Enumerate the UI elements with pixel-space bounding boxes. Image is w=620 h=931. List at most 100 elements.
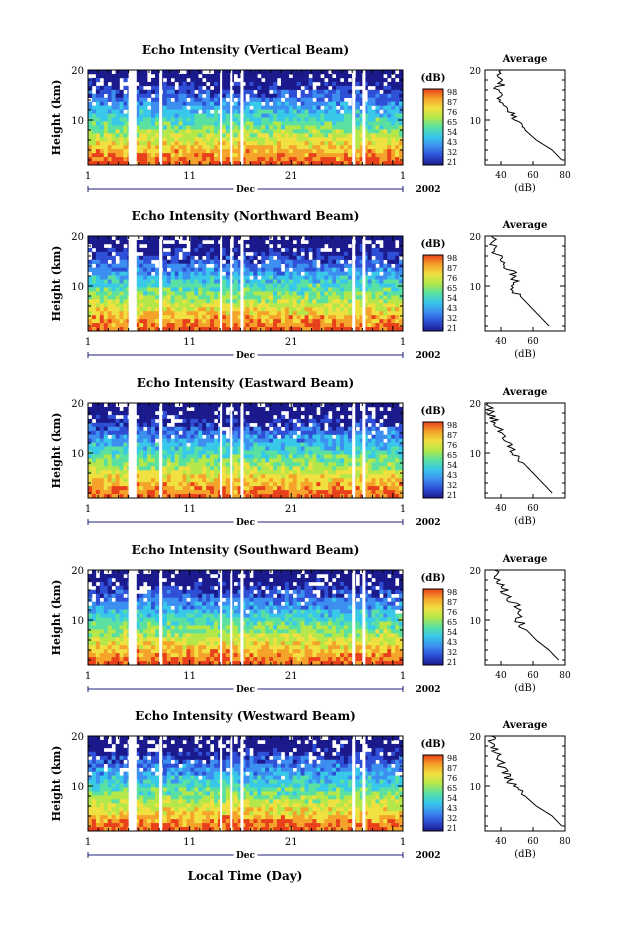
heatmap-cell — [324, 291, 329, 296]
heatmap-cell — [249, 129, 254, 134]
heatmap-cell — [99, 247, 105, 253]
heatmap-cell — [107, 247, 112, 253]
heatmap-cell — [115, 327, 120, 332]
heatmap-cell — [249, 319, 254, 324]
heatmap-cell — [379, 141, 384, 146]
heatmap-cell — [363, 141, 368, 146]
data-gap — [128, 70, 137, 165]
heatmap-cell — [182, 311, 187, 316]
heatmap-cell — [336, 81, 341, 87]
heatmap-cell — [115, 149, 120, 154]
heatmap-cell — [288, 426, 294, 432]
heatmap-cell — [91, 275, 97, 280]
heatmap-cell — [103, 311, 108, 316]
heatmap-cell — [95, 153, 101, 158]
heatmap-cell — [359, 319, 364, 324]
heatmap-cell — [206, 426, 211, 432]
heatmap-cell — [375, 442, 380, 447]
heatmap-cell — [284, 157, 290, 162]
heatmap-cell — [324, 239, 329, 245]
heatmap-cell — [174, 117, 179, 122]
heatmap-cell — [241, 303, 246, 308]
heatmap-cell — [280, 430, 286, 435]
heatmap-cell — [355, 271, 360, 276]
heatmap-cell — [347, 299, 353, 304]
heatmap-cell — [186, 311, 191, 316]
heatmap-cell — [143, 422, 148, 428]
heatmap-cell — [324, 458, 329, 463]
heatmap-cell — [154, 454, 160, 459]
heatmap-cell — [292, 291, 297, 296]
heatmap-cell — [162, 259, 168, 265]
heatmap-cell — [399, 85, 404, 91]
heatmap-cell — [383, 133, 388, 138]
heatmap-cell — [332, 410, 337, 416]
heatmap-cell — [119, 287, 124, 292]
heatmap-cell — [154, 295, 160, 300]
heatmap-cell — [245, 418, 250, 424]
heatmap-cell — [261, 97, 266, 102]
heatmap-cell — [261, 430, 266, 435]
heatmap-cell — [147, 462, 152, 467]
heatmap-cell — [186, 450, 191, 455]
heatmap-cell — [383, 157, 388, 162]
heatmap-cell — [186, 267, 191, 272]
heatmap-cell — [91, 442, 97, 447]
heatmap-cell — [233, 307, 238, 312]
heatmap-cell — [273, 291, 278, 296]
heatmap-cell — [387, 89, 392, 95]
heatmap-cell — [292, 149, 297, 154]
heatmap-cell — [143, 323, 148, 328]
heatmap-cell — [399, 323, 404, 328]
heatmap-cell — [103, 315, 108, 320]
heatmap-cell — [202, 236, 207, 241]
heatmap-cell — [399, 295, 404, 300]
heatmap-cell — [288, 77, 294, 83]
heatmap-cell — [198, 263, 203, 268]
heatmap-cell — [277, 311, 282, 316]
heatmap-cell — [221, 89, 227, 95]
heatmap-cell — [99, 259, 105, 265]
heatmap-cell — [316, 438, 321, 443]
heatmap-cell — [249, 247, 254, 253]
heatmap-cell — [304, 243, 309, 249]
heatmap-cell — [91, 133, 97, 138]
heatmap-cell — [375, 287, 380, 292]
heatmap-cell — [107, 430, 112, 435]
heatmap-cell — [343, 255, 349, 261]
heatmap-cell — [336, 303, 341, 308]
heatmap-cell — [375, 307, 380, 312]
heatmap-cell — [162, 157, 168, 162]
heatmap-cell — [186, 299, 191, 304]
heatmap-cell — [237, 259, 242, 265]
heatmap-cell — [347, 418, 353, 424]
heatmap-cell — [265, 89, 270, 95]
heatmap-cell — [324, 85, 329, 91]
heatmap-cell — [253, 426, 258, 432]
heatmap-cell — [347, 319, 353, 324]
panel-title: Echo Intensity (Eastward Beam) — [137, 376, 354, 390]
heatmap-cell — [253, 438, 258, 443]
heatmap-cell — [202, 263, 207, 268]
heatmap-cell — [332, 133, 337, 138]
heatmap-cell — [162, 311, 168, 316]
heatmap-cell — [186, 414, 191, 420]
heatmap-cell — [340, 93, 345, 99]
heatmap-cell — [343, 105, 349, 110]
heatmap-cell — [265, 414, 270, 420]
heatmap-cell — [363, 275, 368, 280]
heatmap-cell — [347, 442, 353, 447]
heatmap-cell — [261, 418, 266, 424]
heatmap-cell — [162, 303, 168, 308]
heatmap-cell — [371, 303, 376, 308]
heatmap-cell — [359, 117, 364, 122]
heatmap-cell — [123, 105, 128, 110]
heatmap-cell — [178, 113, 183, 118]
heatmap-cell — [332, 85, 337, 91]
heatmap-cell — [178, 259, 183, 265]
heatmap-cell — [241, 89, 246, 95]
heatmap-cell — [249, 137, 254, 142]
heatmap-cell — [162, 117, 168, 122]
heatmap-cell — [151, 153, 156, 158]
heatmap-cell — [151, 410, 156, 416]
